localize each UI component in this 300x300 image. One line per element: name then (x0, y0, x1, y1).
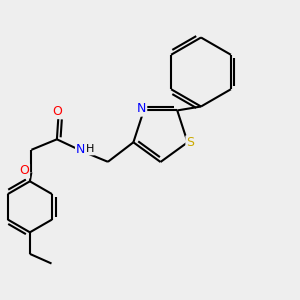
Text: S: S (187, 136, 195, 149)
Text: H: H (86, 144, 94, 154)
Text: N: N (137, 102, 146, 116)
Text: O: O (19, 164, 29, 177)
Text: N: N (76, 143, 86, 156)
Text: O: O (52, 105, 62, 118)
